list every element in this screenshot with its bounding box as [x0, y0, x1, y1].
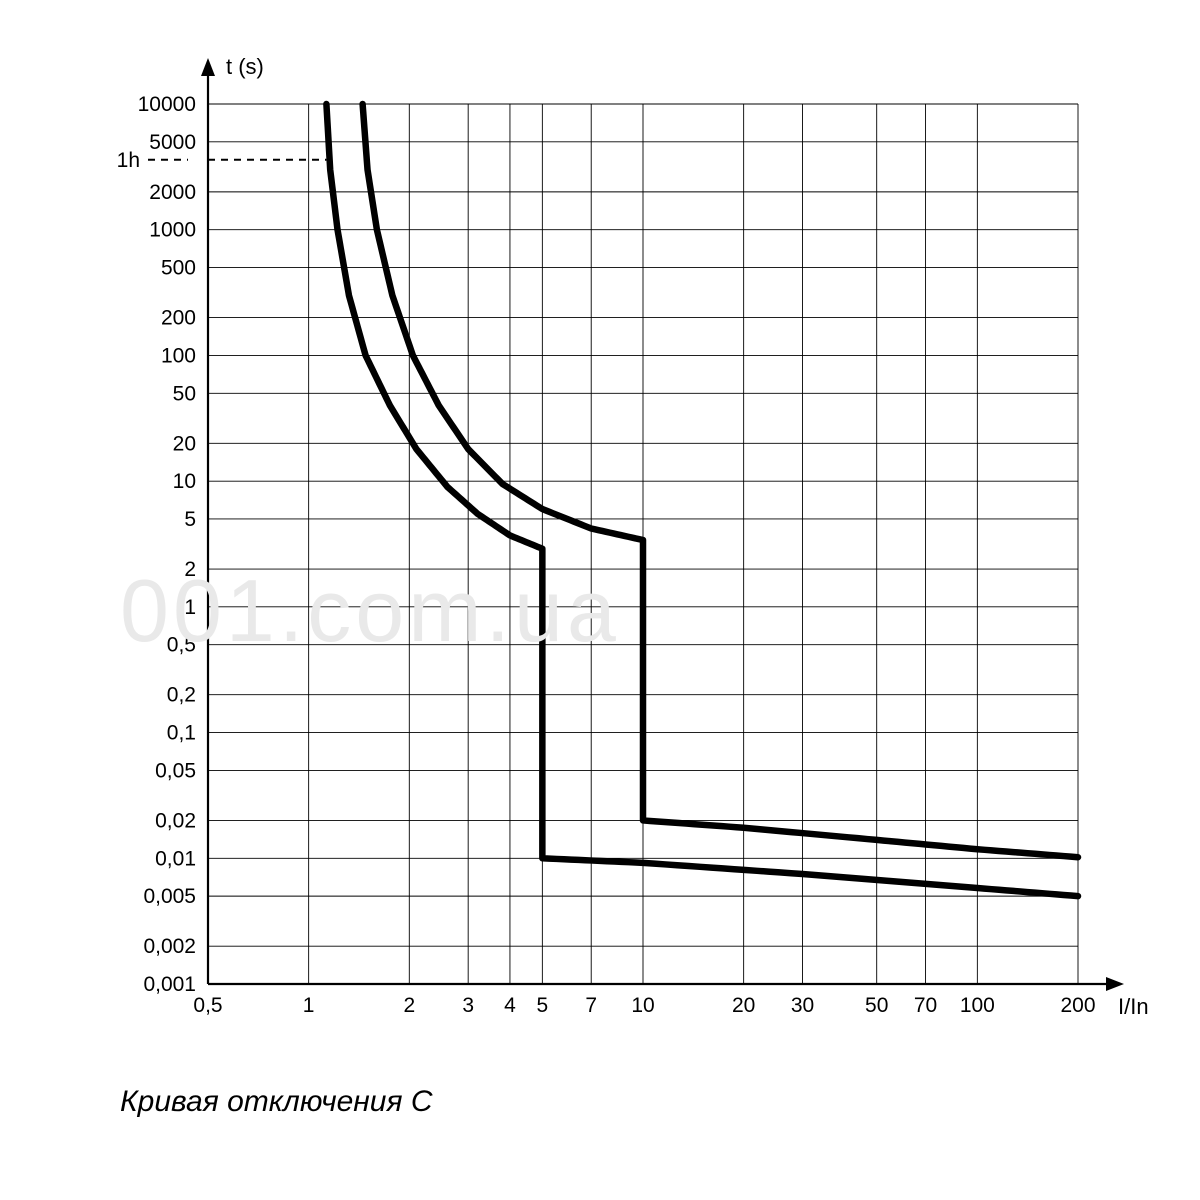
trip-curve-chart: t (s) I/In 0,001 0,002 0,005 0,01 0,02 0,05 0,1 0…	[0, 0, 1200, 1200]
chart-caption: Кривая отключения С	[120, 1085, 433, 1119]
svg-text:1h: 1h	[117, 149, 140, 172]
svg-text:0,005: 0,005	[143, 885, 196, 908]
svg-text:0,05: 0,05	[155, 759, 196, 782]
svg-text:0,002: 0,002	[143, 935, 196, 958]
svg-text:30: 30	[791, 994, 814, 1017]
svg-text:500: 500	[161, 257, 196, 280]
svg-text:2: 2	[403, 994, 415, 1017]
svg-text:0,5: 0,5	[193, 994, 222, 1017]
svg-text:100: 100	[161, 344, 196, 367]
svg-text:4: 4	[504, 994, 516, 1017]
svg-text:7: 7	[585, 994, 597, 1017]
svg-text:0,1: 0,1	[167, 722, 196, 745]
svg-text:100: 100	[960, 994, 995, 1017]
svg-text:50: 50	[173, 382, 196, 405]
svg-text:5: 5	[184, 508, 196, 531]
chart-svg: t (s) I/In 0,001 0,002 0,005 0,01 0,02 0,05 0,1 0…	[0, 0, 1200, 1200]
svg-text:10: 10	[631, 994, 654, 1017]
svg-text:0,01: 0,01	[155, 847, 196, 870]
svg-text:50: 50	[865, 994, 888, 1017]
svg-text:2000: 2000	[149, 181, 196, 204]
svg-text:3: 3	[462, 994, 474, 1017]
svg-text:0,001: 0,001	[143, 973, 196, 996]
svg-text:200: 200	[1060, 994, 1095, 1017]
svg-text:0,5: 0,5	[167, 634, 196, 657]
svg-text:5000: 5000	[149, 131, 196, 154]
svg-text:2: 2	[184, 558, 196, 581]
svg-text:200: 200	[161, 307, 196, 330]
svg-text:1000: 1000	[149, 219, 196, 242]
svg-text:20: 20	[173, 432, 196, 455]
svg-text:I/In: I/In	[1118, 994, 1149, 1019]
svg-text:20: 20	[732, 994, 755, 1017]
svg-text:10: 10	[173, 470, 196, 493]
svg-text:t (s): t (s)	[226, 54, 264, 79]
svg-text:5: 5	[537, 994, 549, 1017]
svg-text:0,02: 0,02	[155, 809, 196, 832]
svg-text:10000: 10000	[138, 93, 196, 116]
svg-text:0,2: 0,2	[167, 684, 196, 707]
svg-text:1: 1	[184, 596, 196, 619]
svg-text:1: 1	[303, 994, 315, 1017]
svg-text:70: 70	[914, 994, 937, 1017]
